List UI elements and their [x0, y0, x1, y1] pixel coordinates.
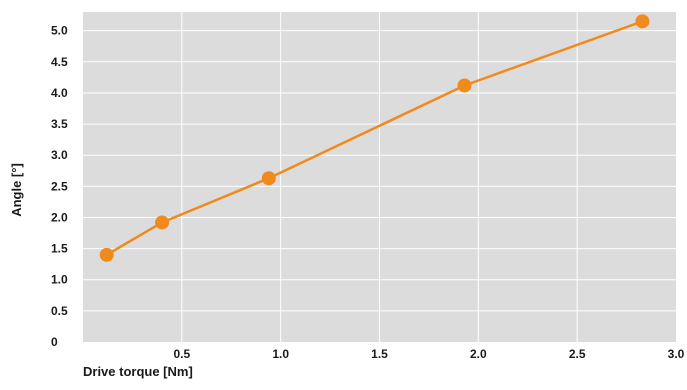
series-layer [99, 14, 650, 262]
y-tick-label: 4.5 [51, 55, 68, 69]
y-tick-label: 0.5 [51, 304, 68, 318]
y-tick-label: 5.0 [51, 24, 68, 38]
y-tick-label: 3.5 [51, 117, 68, 131]
y-tick-label: 4.0 [51, 86, 68, 100]
data-point [635, 14, 650, 29]
y-tick-label: 0 [51, 335, 58, 349]
x-axis-title: Drive torque [Nm] [83, 364, 193, 379]
y-tick-label: 1.0 [51, 273, 68, 287]
x-tick-label: 0.5 [173, 347, 190, 361]
x-tick-label: 1.0 [272, 347, 289, 361]
y-tick-label: 1.5 [51, 242, 68, 256]
y-tick-label: 2.5 [51, 179, 68, 193]
x-tick-label: 1.5 [371, 347, 388, 361]
x-tick-label: 3.0 [668, 347, 685, 361]
x-tick-label: 2.5 [569, 347, 586, 361]
y-tick-label: 3.0 [51, 148, 68, 162]
y-axis-title: Angle [°] [9, 163, 24, 217]
y-tick-labels: 0 0.5 1.0 1.5 2.0 2.5 3.0 3.5 4.0 4.5 5.0 [51, 24, 68, 349]
data-point [155, 215, 170, 230]
data-point [99, 247, 114, 262]
x-tick-label: 2.0 [470, 347, 487, 361]
grid-lines [83, 12, 676, 342]
data-point [457, 78, 472, 93]
data-point [261, 171, 276, 186]
y-tick-label: 2.0 [51, 210, 68, 224]
x-tick-labels: 0.5 1.0 1.5 2.0 2.5 3.0 [173, 347, 684, 361]
